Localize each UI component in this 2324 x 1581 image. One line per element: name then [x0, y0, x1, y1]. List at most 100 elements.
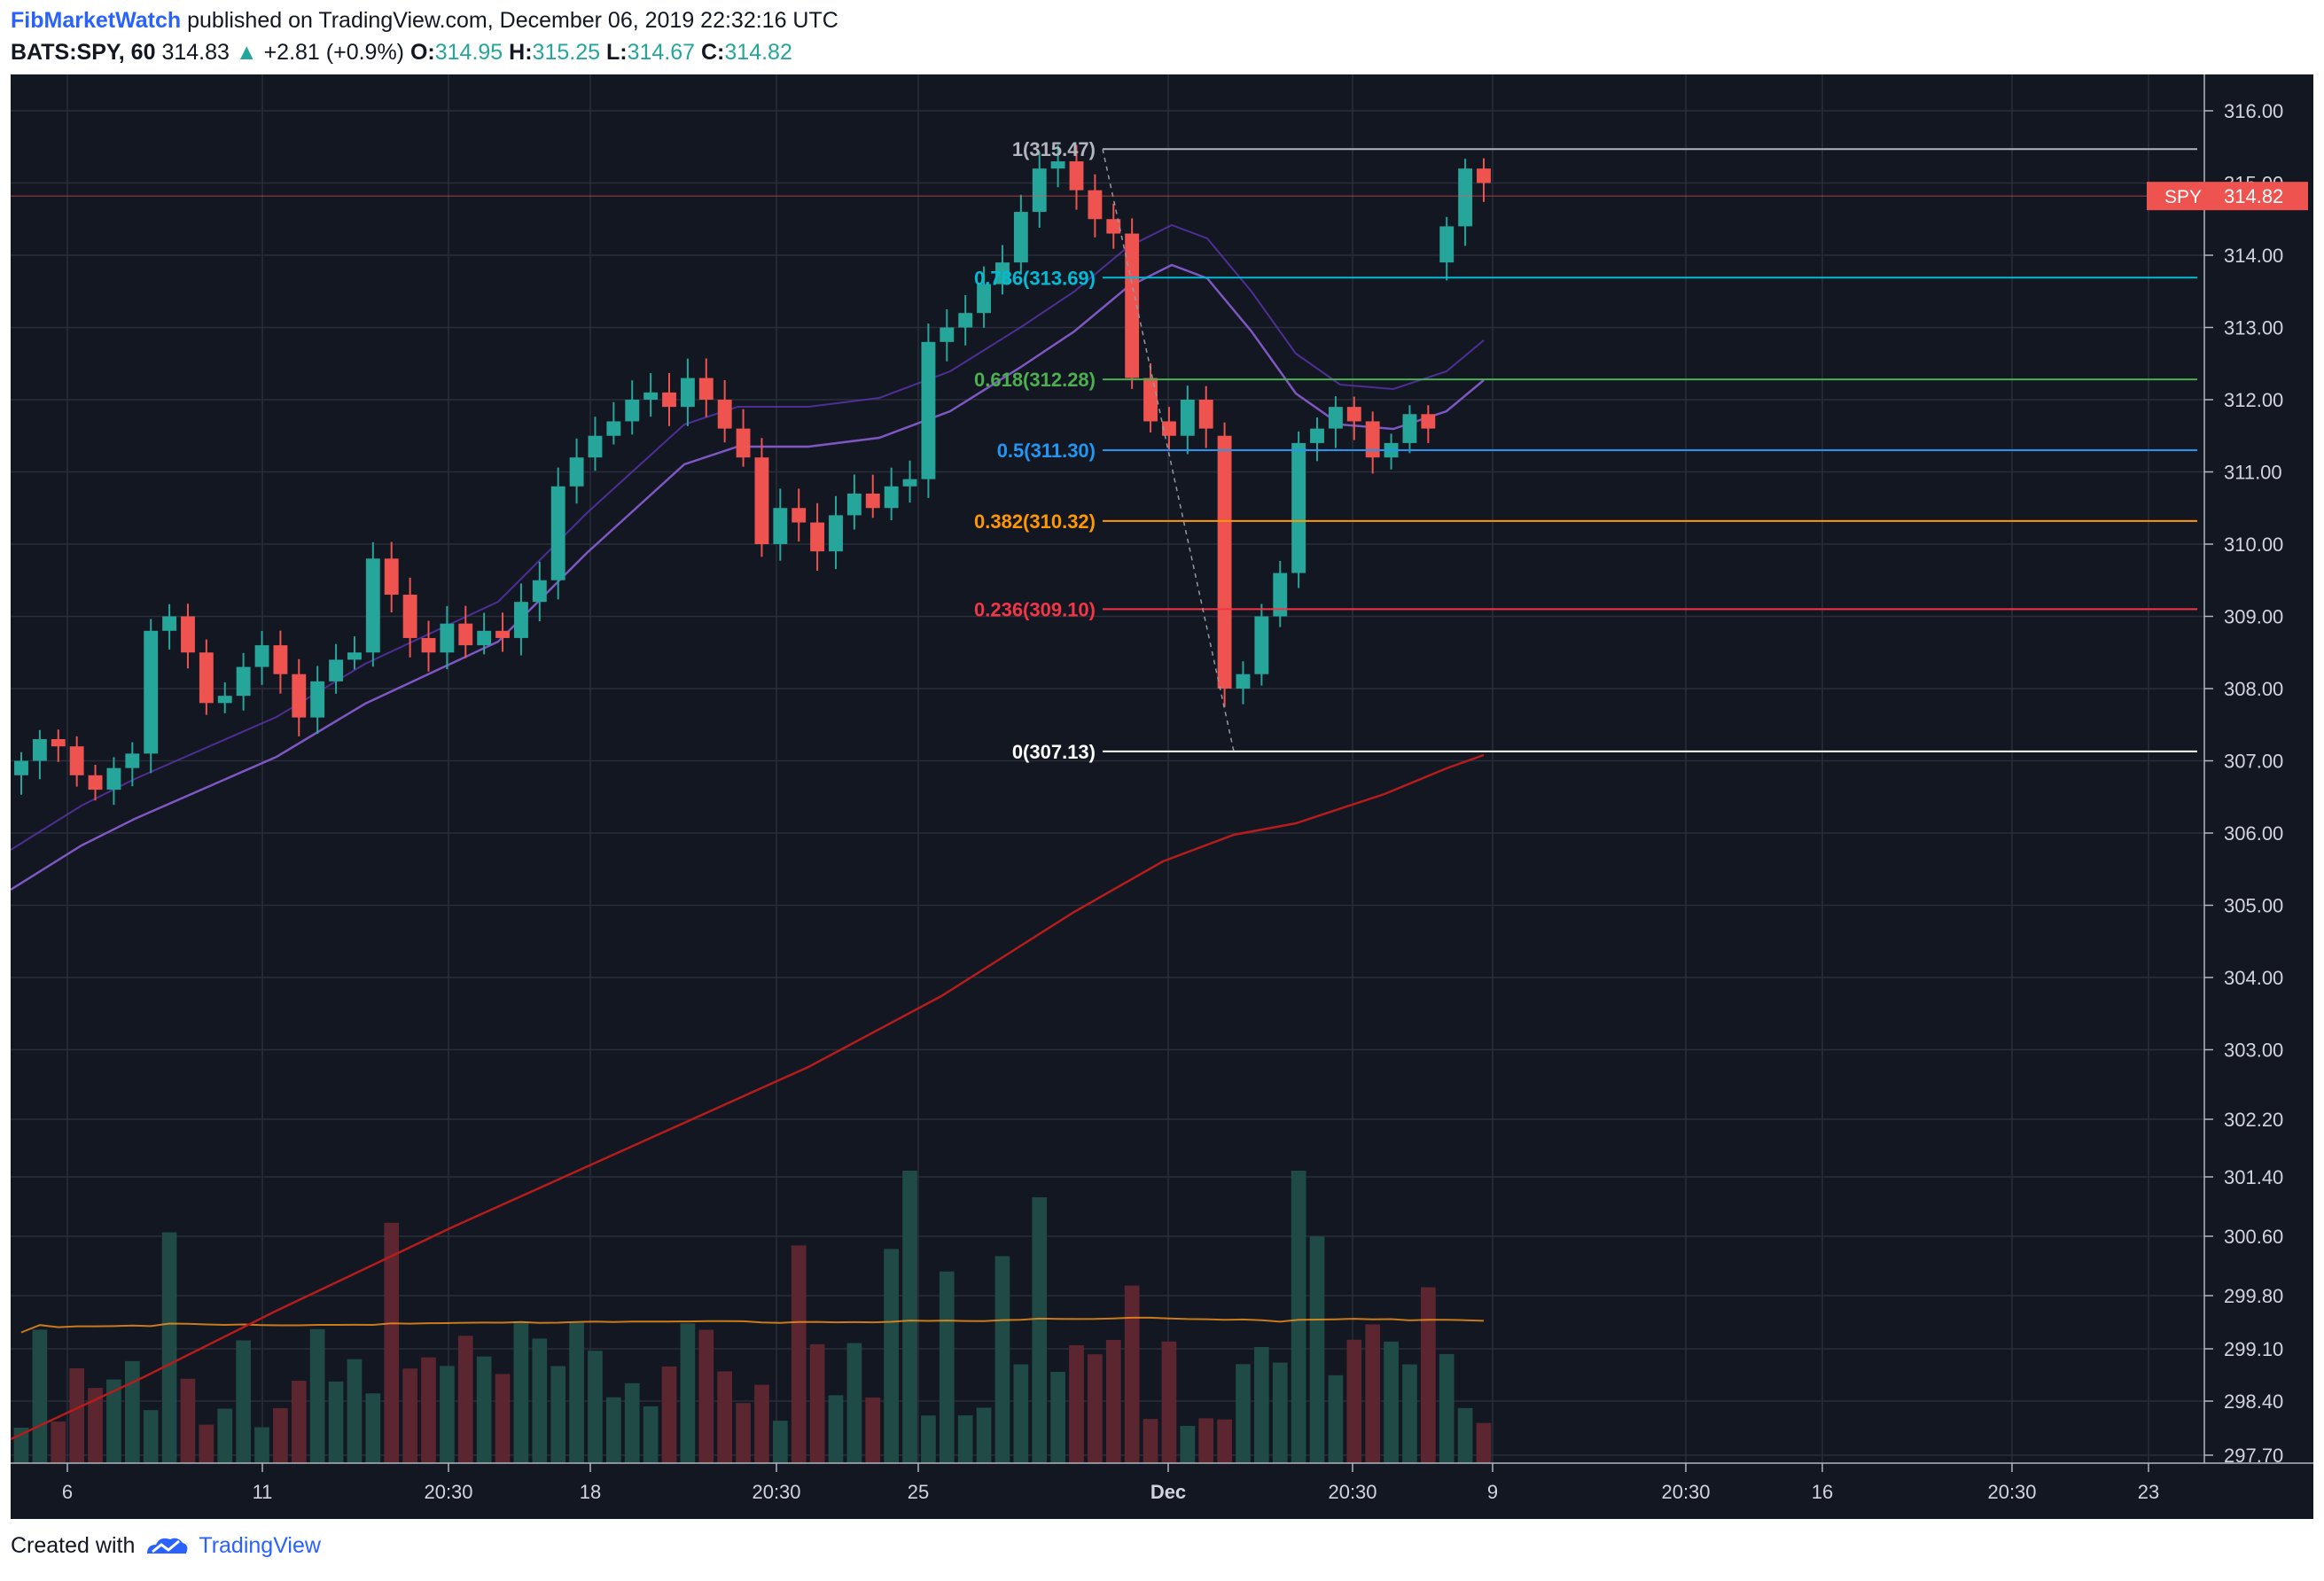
- price-tick-label: 304.00: [2224, 967, 2283, 989]
- symbol-legend: BATS:SPY, 60 314.83 ▲ +2.81 (+0.9%) O:31…: [11, 37, 792, 67]
- high-value: 315.25: [532, 40, 601, 65]
- candle-body: [144, 630, 159, 754]
- volume-bar: [199, 1424, 214, 1463]
- candle-body: [181, 616, 195, 653]
- time-tick-label: 23: [2138, 1481, 2159, 1503]
- candle: [458, 605, 473, 658]
- author-link[interactable]: FibMarketWatch: [11, 8, 182, 33]
- candle-body: [162, 616, 177, 631]
- time-tick-label: 20:30: [752, 1481, 800, 1503]
- candle: [643, 372, 659, 417]
- time-tick-label: 20:30: [1661, 1481, 1710, 1503]
- candle-body: [1291, 442, 1306, 573]
- volume-bar: [328, 1381, 344, 1463]
- volume-bar: [1420, 1287, 1436, 1463]
- price-tick-label: 312.00: [2224, 389, 2283, 411]
- candle-body: [1439, 226, 1454, 263]
- volume-bar: [994, 1256, 1010, 1463]
- volume-bar: [180, 1378, 196, 1463]
- volume-bar: [88, 1388, 103, 1463]
- time-axis: 6 11 20:30 18 20:30 25 Dec 20:30 9 20:30 16 20:30 23: [11, 1462, 2313, 1519]
- candle: [1106, 203, 1121, 249]
- volume-bar: [606, 1397, 621, 1463]
- volume-bar: [402, 1368, 417, 1463]
- volume-bar: [1180, 1425, 1196, 1463]
- candle: [1346, 396, 1361, 440]
- volume-bar: [1050, 1371, 1065, 1463]
- volume-bar: [124, 1360, 140, 1463]
- candle-body: [773, 508, 788, 544]
- candle-body: [1421, 414, 1436, 429]
- candle-body: [1273, 572, 1288, 617]
- price-tick-label: 308.00: [2224, 678, 2283, 700]
- candle-body: [477, 630, 492, 646]
- candle: [1365, 411, 1380, 474]
- candle: [865, 474, 880, 518]
- candle: [1310, 417, 1324, 462]
- tradingview-brand[interactable]: TradingView: [199, 1533, 321, 1558]
- fib-level-label: 0.236(309.10): [974, 598, 1096, 620]
- volume-bar: [1476, 1422, 1492, 1463]
- candle-body: [217, 696, 232, 704]
- volume-bar: [236, 1340, 251, 1463]
- candle: [921, 323, 936, 498]
- candle: [329, 643, 343, 694]
- low-value: 314.67: [627, 40, 696, 65]
- volume-bar: [1309, 1236, 1325, 1463]
- price-chart[interactable]: 1(315.47) 0.786(313.69) 0.618(312.28) 0.5(3…: [11, 74, 2313, 1519]
- candle-body: [829, 515, 843, 552]
- low-label: L:: [605, 40, 628, 65]
- last-price-value: 314.82: [2224, 185, 2283, 207]
- candle: [1328, 396, 1343, 448]
- volume-bar: [1328, 1375, 1344, 1463]
- volume-bar: [1254, 1346, 1269, 1463]
- candle: [792, 488, 807, 541]
- time-tick-label: 6: [62, 1481, 73, 1503]
- publish-info: published on TradingView.com, December 0…: [187, 8, 838, 33]
- price-tick-label: 300.60: [2224, 1226, 2283, 1248]
- volume-bar: [661, 1366, 677, 1463]
- candle-body: [680, 378, 695, 408]
- candle: [495, 612, 510, 652]
- volume-bar: [1217, 1419, 1232, 1463]
- candle: [236, 652, 251, 711]
- fibonacci-retracement: 1(315.47) 0.786(313.69) 0.618(312.28) 0.5(3…: [974, 138, 2197, 763]
- price-tick-label: 314.00: [2224, 245, 2283, 267]
- candle-body: [402, 595, 417, 638]
- symbol-name[interactable]: BATS:SPY, 60: [11, 40, 156, 65]
- candle: [125, 742, 140, 787]
- candle: [421, 620, 436, 672]
- volume-bar: [440, 1366, 455, 1463]
- candle-body: [1106, 219, 1121, 234]
- volume-bar: [1384, 1341, 1399, 1463]
- volume-bar: [384, 1222, 400, 1463]
- volume-bar: [976, 1407, 992, 1463]
- volume-bar: [1365, 1324, 1381, 1463]
- candle-body: [550, 486, 565, 580]
- candle: [144, 619, 159, 774]
- volume-bar: [161, 1232, 177, 1463]
- volume-bar: [457, 1336, 473, 1463]
- candle-body: [69, 746, 84, 775]
- candle-body: [1346, 407, 1361, 422]
- candle: [14, 752, 28, 795]
- candle-body: [977, 284, 992, 314]
- candle: [902, 460, 917, 503]
- volume-bar: [588, 1351, 603, 1463]
- candle: [1069, 144, 1084, 210]
- candle-body: [88, 775, 103, 790]
- volume-bar: [1439, 1353, 1454, 1463]
- volume-bar: [884, 1249, 899, 1463]
- volume-bar: [902, 1171, 917, 1463]
- candle: [1198, 386, 1213, 448]
- fast-ma-line: [11, 263, 1485, 892]
- volume-bar: [421, 1357, 436, 1463]
- candle-body: [1365, 421, 1380, 458]
- candle-body: [532, 580, 547, 603]
- volume-bar: [51, 1421, 66, 1463]
- created-with: Created with: [11, 1533, 136, 1558]
- candle: [1439, 216, 1454, 281]
- time-axis-bg: [11, 1463, 2313, 1519]
- price-change: +2.81 (+0.9%): [263, 40, 404, 65]
- volume-bar: [1236, 1364, 1251, 1463]
